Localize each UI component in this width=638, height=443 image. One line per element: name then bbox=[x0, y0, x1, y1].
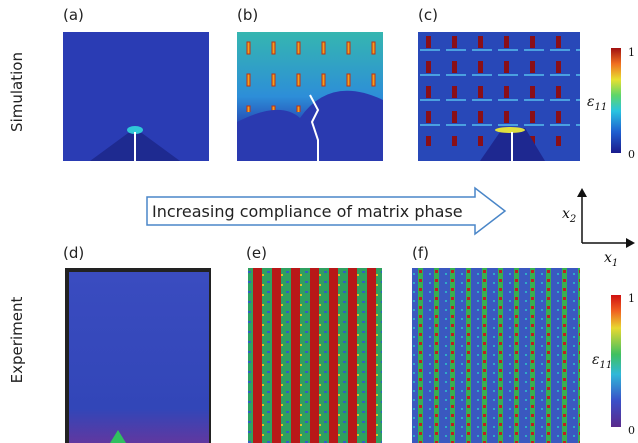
colorbar-min: 0 bbox=[628, 148, 635, 161]
panel-label: (f) bbox=[412, 244, 429, 262]
panel-image bbox=[237, 32, 383, 161]
panel-label: (d) bbox=[63, 244, 84, 262]
row-label: Experiment bbox=[8, 297, 26, 384]
panel-label: (a) bbox=[63, 6, 84, 24]
colorbar-max: 1 bbox=[628, 292, 635, 305]
panel-image bbox=[63, 32, 209, 161]
panel-label: (e) bbox=[246, 244, 267, 262]
axis-label: x2 bbox=[562, 206, 576, 225]
colorbar bbox=[611, 295, 621, 427]
row-label: Simulation bbox=[8, 52, 26, 132]
panel-image bbox=[418, 32, 580, 161]
colorbar-title: ε11 bbox=[587, 94, 607, 113]
colorbar-max: 1 bbox=[628, 46, 635, 59]
axis-label: x1 bbox=[604, 250, 618, 269]
colorbar bbox=[611, 48, 621, 153]
colorbar-min: 0 bbox=[628, 424, 635, 437]
panel-image bbox=[65, 268, 211, 443]
axes-icon bbox=[577, 188, 635, 248]
colorbar-title: ε11 bbox=[592, 352, 612, 371]
panel-image bbox=[412, 268, 580, 443]
panel-label: (c) bbox=[418, 6, 438, 24]
figure: Simulation (a) (b) (c) 1 0 ε11 Increasin… bbox=[0, 0, 638, 443]
panel-image bbox=[248, 268, 382, 443]
panel-label: (b) bbox=[237, 6, 258, 24]
arrow-text: Increasing compliance of matrix phase bbox=[152, 202, 463, 221]
